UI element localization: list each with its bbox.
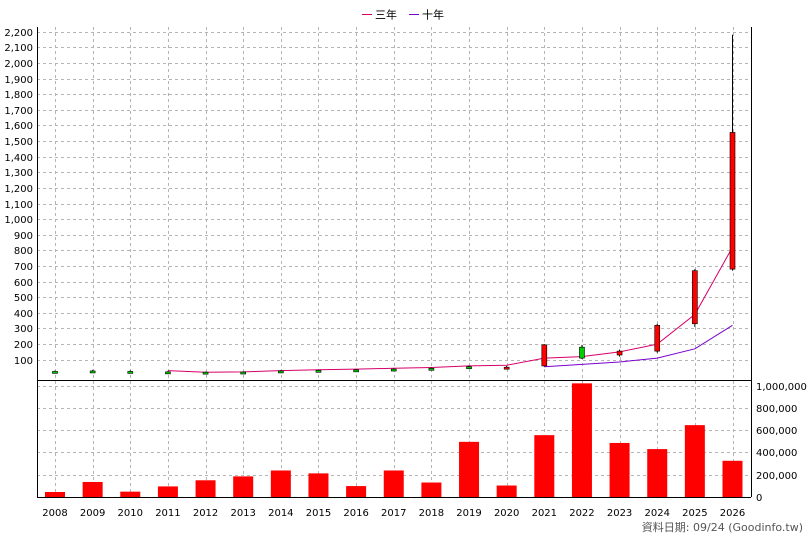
legend-label: 三年	[375, 8, 397, 22]
year-tick-label: 2017	[381, 508, 406, 519]
volume-tick-label: 400,000	[756, 448, 797, 459]
price-tick-label: 1,100	[4, 200, 33, 211]
candle-body	[466, 366, 472, 370]
year-tick-label: 2010	[118, 508, 143, 519]
year-tick-label: 2020	[494, 508, 519, 519]
year-tick-label: 2024	[644, 508, 669, 519]
volume-bar	[308, 473, 329, 497]
year-tick-label: 2026	[720, 508, 745, 519]
volume-bar	[684, 425, 705, 497]
volume-bar	[421, 482, 442, 497]
candle-body	[616, 350, 623, 356]
volume-bar	[45, 491, 65, 497]
volume-bar	[534, 435, 555, 497]
volume-bar	[270, 470, 291, 497]
candle-body	[353, 369, 359, 373]
year-tick-label: 2023	[607, 508, 632, 519]
price-tick-label: 2,200	[4, 28, 33, 39]
candle-body	[579, 346, 585, 359]
candle-body	[278, 370, 284, 374]
price-tick-label: 1,600	[4, 121, 33, 132]
volume-bar	[120, 491, 141, 497]
year-tick-label: 2019	[456, 508, 481, 519]
ma-line	[544, 324, 733, 368]
year-tick-label: 2013	[230, 508, 255, 519]
price-tick-label: 1,900	[4, 75, 33, 86]
candle-body	[541, 344, 548, 367]
candle-body	[165, 371, 171, 375]
year-tick-label: 2015	[306, 508, 331, 519]
legend-label: 十年	[422, 8, 444, 22]
price-tick-label: 500	[14, 293, 33, 304]
price-tick-label: 800	[14, 246, 33, 257]
volume-bar	[647, 449, 668, 497]
price-tick-label: 2,000	[4, 59, 33, 70]
price-tick-label: 1,000	[4, 215, 33, 226]
price-tick-label: 400	[14, 309, 33, 320]
volume-bar	[195, 480, 216, 497]
year-tick-label: 2008	[42, 508, 67, 519]
price-tick-label: 200	[14, 340, 33, 351]
price-tick-label: 2,100	[4, 43, 33, 54]
moving-average-lines	[167, 246, 733, 373]
candle-body	[654, 325, 661, 352]
candle-body	[240, 371, 246, 375]
volume-bar	[346, 486, 367, 497]
data-date-footer: 資料日期: 09/24 (Goodinfo.tw)	[642, 520, 803, 534]
price-tick-label: 1,700	[4, 106, 33, 117]
candle-body	[52, 371, 58, 374]
year-tick-label: 2025	[682, 508, 707, 519]
volume-bar	[571, 383, 592, 497]
volume-bar	[609, 442, 630, 497]
legend: 三年 十年	[362, 8, 444, 22]
year-tick-label: 2011	[155, 508, 180, 519]
volume-bar	[383, 470, 404, 497]
price-tick-label: 1,400	[4, 153, 33, 164]
volume-bar	[459, 441, 480, 497]
candle-body	[315, 370, 322, 373]
year-tick-label: 2021	[532, 508, 557, 519]
volume-bar	[496, 485, 517, 497]
year-tick-label: 2016	[343, 508, 368, 519]
volume-bar	[233, 476, 254, 497]
candle-body	[428, 367, 435, 371]
year-tick-label: 2018	[419, 508, 444, 519]
price-tick-label: 1,500	[4, 137, 33, 148]
candle-body	[692, 270, 698, 325]
candle-body	[503, 366, 510, 370]
volume-tick-label: 800,000	[756, 404, 797, 415]
year-tick-label: 2009	[80, 508, 105, 519]
axes: 100 200 300 400 500 600 700 800 900 1,000 1,100 1,2…	[4, 28, 807, 519]
price-tick-label: 300	[14, 324, 33, 335]
volume-tick-label: 600,000	[756, 426, 797, 437]
price-tick-label: 1,300	[4, 168, 33, 179]
price-tick-label: 100	[14, 356, 33, 367]
volume-bars	[45, 383, 743, 497]
price-tick-label: 700	[14, 262, 33, 273]
candle-body	[202, 371, 209, 375]
year-tick-label: 2022	[569, 508, 594, 519]
price-tick-label: 1,200	[4, 184, 33, 195]
candle-body	[89, 370, 96, 374]
volume-bar	[722, 460, 743, 497]
candle-body	[127, 371, 134, 374]
plot-frame	[37, 27, 752, 498]
price-tick-label: 600	[14, 278, 33, 289]
volume-bar	[157, 486, 178, 497]
ma-line	[167, 246, 733, 373]
volume-tick-label: 1,000,000	[756, 382, 807, 393]
price-tick-label: 1,800	[4, 90, 33, 101]
volume-tick-label: 200,000	[756, 471, 797, 482]
volume-tick-label: 0	[756, 493, 762, 504]
candle-body	[729, 132, 736, 270]
price-tick-label: 900	[14, 231, 33, 242]
year-tick-label: 2012	[193, 508, 218, 519]
grid	[37, 27, 751, 497]
year-tick-label: 2014	[268, 508, 293, 519]
volume-bar	[82, 481, 103, 497]
candle-body	[390, 368, 397, 372]
candles	[52, 34, 736, 375]
